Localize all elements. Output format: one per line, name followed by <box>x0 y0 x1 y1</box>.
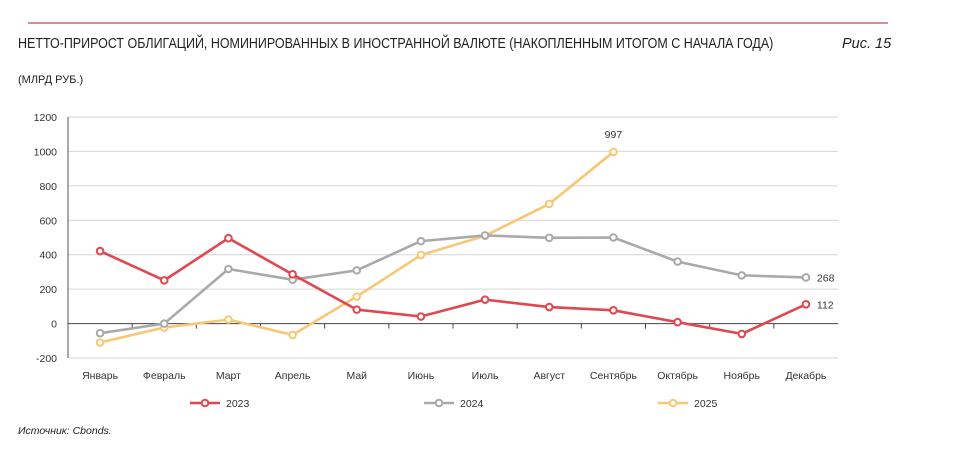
x-tick-label: Февраль <box>143 370 186 382</box>
legend-marker <box>668 398 678 408</box>
data-point <box>224 315 233 324</box>
data-point <box>352 266 362 275</box>
end-label-2023: 112 <box>817 299 834 311</box>
unit-label: (МЛРД РУБ.) <box>18 74 84 86</box>
data-point <box>159 276 169 285</box>
data-point <box>416 312 426 321</box>
data-point <box>609 233 618 242</box>
top-rule <box>28 22 888 24</box>
figure-number: Рис. 15 <box>842 36 892 52</box>
x-tick-label: Апрель <box>275 370 311 382</box>
y-tick-label: 800 <box>39 181 57 193</box>
data-point <box>544 233 554 243</box>
x-tick-label: Декабрь <box>785 370 826 382</box>
data-point <box>95 338 105 347</box>
x-tick-label: Май <box>346 370 367 382</box>
y-tick-label: 400 <box>39 250 57 262</box>
x-tick-label: Июнь <box>408 370 435 382</box>
data-point <box>416 236 426 246</box>
data-point <box>737 329 747 339</box>
data-point <box>224 233 233 243</box>
x-tick-label: Июль <box>472 370 499 382</box>
data-point <box>224 264 233 274</box>
y-tick-label: 1000 <box>34 146 58 158</box>
data-point <box>480 295 490 304</box>
data-point <box>801 273 811 282</box>
x-tick-label: Октябрь <box>657 370 698 382</box>
data-point <box>352 305 362 314</box>
data-point <box>544 302 554 312</box>
data-point <box>737 271 747 280</box>
data-point <box>673 257 682 266</box>
data-point <box>609 147 618 157</box>
x-tick-label: Сентябрь <box>590 370 638 382</box>
data-point <box>673 317 682 327</box>
end-label-2024: 268 <box>817 272 835 284</box>
data-point <box>480 231 490 240</box>
y-tick-label: 0 <box>51 319 57 331</box>
y-tick-label: 1200 <box>34 112 58 124</box>
x-tick-label: Март <box>216 370 241 382</box>
series-line-2024 <box>99 234 806 335</box>
data-point <box>95 246 105 256</box>
source-note: Источник: Cbonds. <box>18 425 112 437</box>
data-point <box>544 199 554 209</box>
legend-label-2024: 2024 <box>460 398 484 410</box>
y-tick-label: 200 <box>39 284 57 296</box>
data-point <box>801 299 811 309</box>
legend-marker <box>434 398 444 408</box>
y-tick-label: 600 <box>39 215 57 227</box>
x-tick-label: Январь <box>82 370 119 382</box>
legend-label-2023: 2023 <box>226 398 250 410</box>
legend-label-2025: 2025 <box>694 398 718 410</box>
data-point <box>352 292 362 301</box>
data-point <box>288 270 297 279</box>
data-point <box>95 328 105 338</box>
legend-marker <box>200 398 210 408</box>
series-line-2023 <box>99 236 807 336</box>
data-point <box>416 250 426 260</box>
x-tick-label: Август <box>533 370 565 382</box>
chart-title: НЕТТО-ПРИРОСТ ОБЛИГАЦИЙ, НОМИНИРОВАННЫХ … <box>18 36 774 52</box>
data-point <box>288 330 297 340</box>
end-label-2025: 997 <box>605 129 623 141</box>
data-point <box>159 319 169 328</box>
x-tick-label: Ноябрь <box>724 370 761 382</box>
y-tick-label: -200 <box>36 353 57 365</box>
data-point <box>609 306 618 315</box>
